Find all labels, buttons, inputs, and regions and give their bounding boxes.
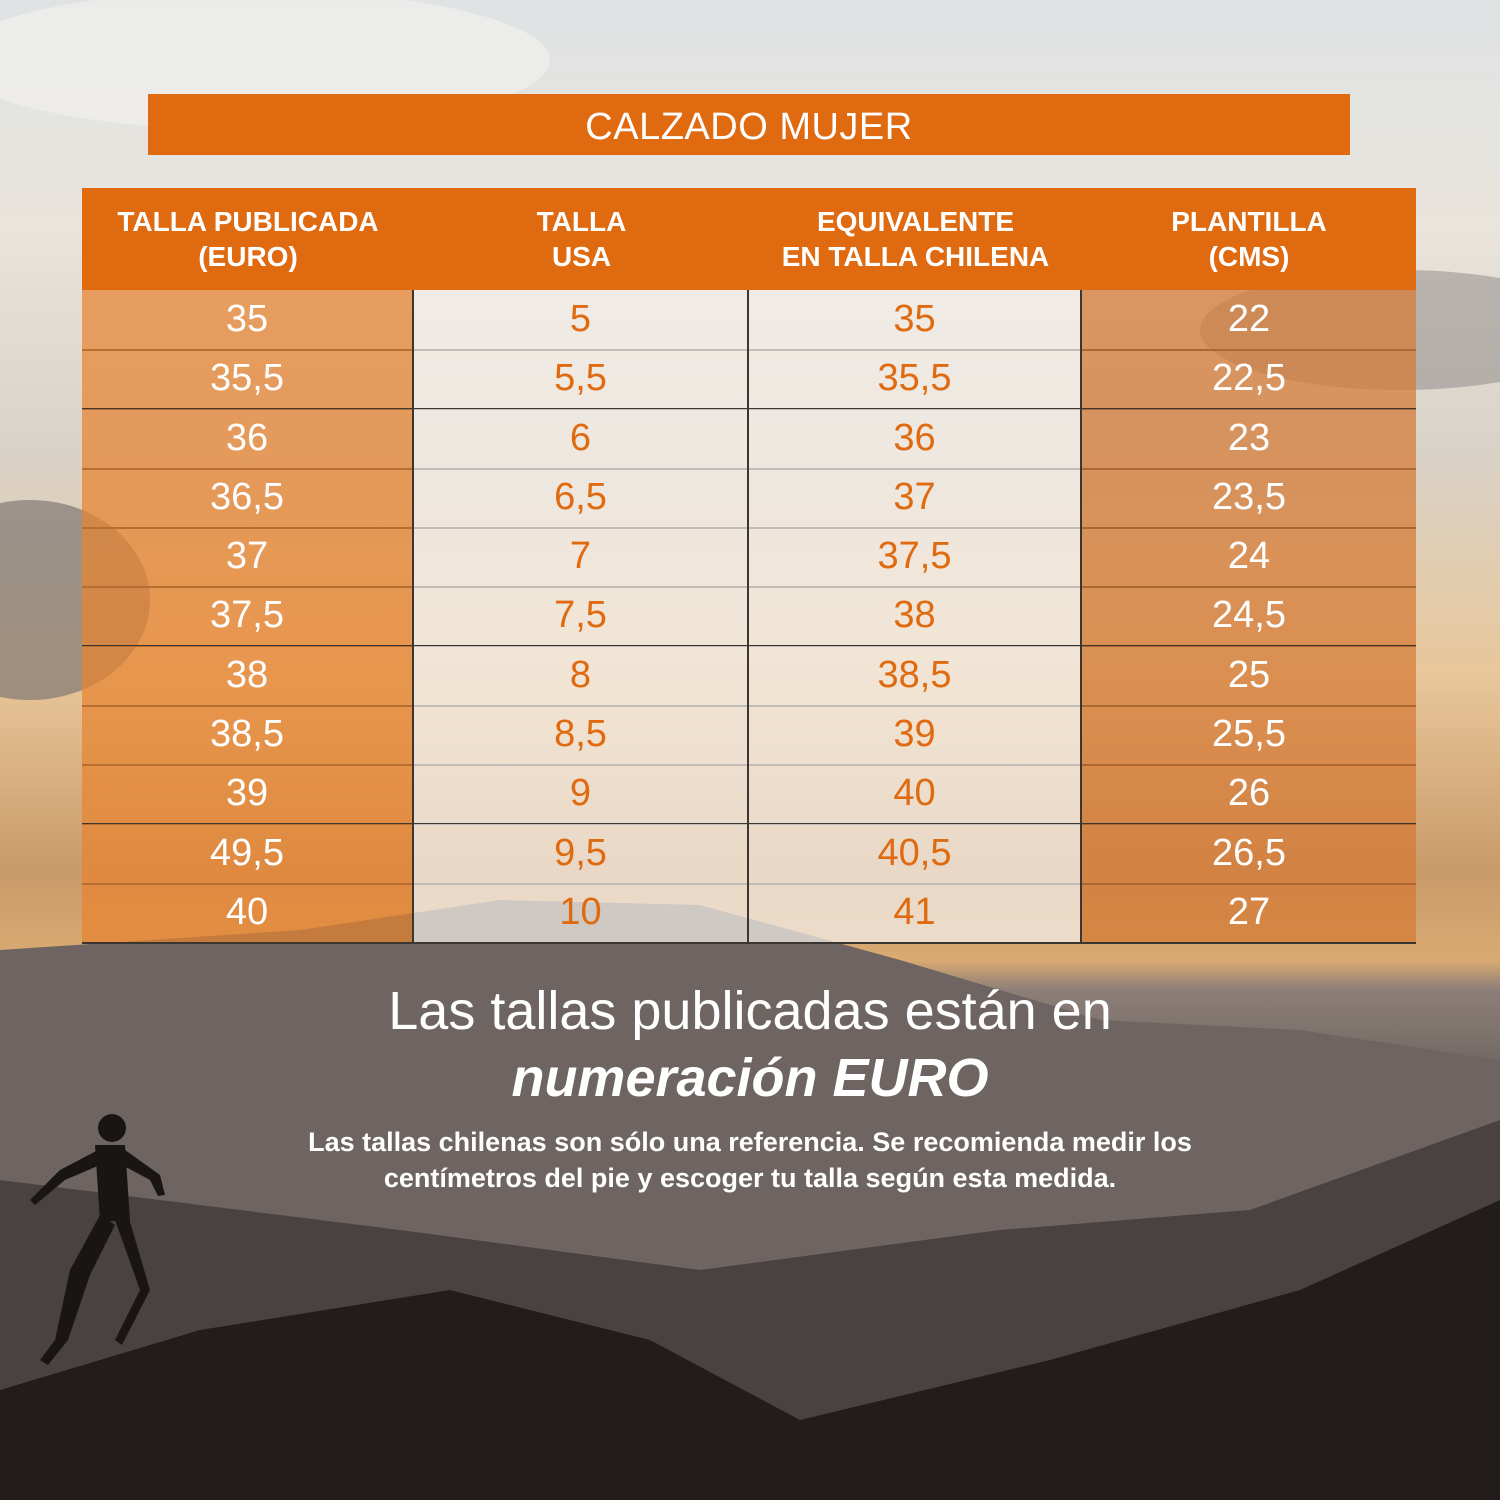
info-message: Las tallas publicadas están en numeració… bbox=[0, 980, 1500, 1196]
cell-chile: 39 bbox=[749, 705, 1082, 767]
table-row: 40 10 41 27 bbox=[82, 882, 1416, 944]
cell-usa: 6 bbox=[414, 408, 749, 470]
table-row: 35 5 35 22 bbox=[82, 290, 1416, 351]
cell-plantilla: 23 bbox=[1082, 408, 1416, 470]
cell-euro: 40 bbox=[82, 882, 414, 944]
cell-plantilla: 22 bbox=[1082, 290, 1416, 351]
message-line-2: numeración EURO bbox=[511, 1048, 989, 1108]
cell-chile: 41 bbox=[749, 882, 1082, 944]
cell-usa: 5 bbox=[414, 290, 749, 351]
cell-chile: 40,5 bbox=[749, 823, 1082, 885]
cell-euro: 38,5 bbox=[82, 705, 414, 767]
title-banner: CALZADO MUJER bbox=[148, 94, 1350, 155]
cell-chile: 35 bbox=[749, 290, 1082, 351]
table-row: 37,5 7,5 38 24,5 bbox=[82, 586, 1416, 648]
cell-plantilla: 22,5 bbox=[1082, 349, 1416, 411]
message-note: Las tallas chilenas son sólo una referen… bbox=[308, 1127, 1192, 1193]
cell-euro: 38 bbox=[82, 645, 414, 707]
cell-plantilla: 26 bbox=[1082, 764, 1416, 826]
table-row: 35,5 5,5 35,5 22,5 bbox=[82, 349, 1416, 411]
cell-usa: 9 bbox=[414, 764, 749, 826]
cell-chile: 38 bbox=[749, 586, 1082, 648]
cell-chile: 35,5 bbox=[749, 349, 1082, 411]
cell-plantilla: 24 bbox=[1082, 527, 1416, 589]
cell-usa: 7,5 bbox=[414, 586, 749, 648]
cell-plantilla: 27 bbox=[1082, 882, 1416, 944]
cell-usa: 8,5 bbox=[414, 705, 749, 767]
cell-plantilla: 25 bbox=[1082, 645, 1416, 707]
table-row: 38,5 8,5 39 25,5 bbox=[82, 705, 1416, 767]
cell-plantilla: 25,5 bbox=[1082, 705, 1416, 767]
header-chile: EQUIVALENTE EN TALLA CHILENA bbox=[749, 188, 1082, 290]
cell-chile: 37 bbox=[749, 467, 1082, 529]
table-row: 39 9 40 26 bbox=[82, 764, 1416, 826]
cell-usa: 10 bbox=[414, 882, 749, 944]
cell-chile: 37,5 bbox=[749, 527, 1082, 589]
cell-chile: 40 bbox=[749, 764, 1082, 826]
header-euro: TALLA PUBLICADA (EURO) bbox=[82, 188, 414, 290]
size-table: TALLA PUBLICADA (EURO) TALLA USA EQUIVALEN… bbox=[82, 188, 1416, 944]
cell-usa: 9,5 bbox=[414, 823, 749, 885]
runner-silhouette bbox=[30, 1114, 165, 1365]
header-line: EQUIVALENTE bbox=[816, 206, 1015, 237]
cell-usa: 8 bbox=[414, 645, 749, 707]
cell-plantilla: 23,5 bbox=[1082, 467, 1416, 529]
table-row: 36 6 36 23 bbox=[82, 408, 1416, 470]
cell-euro: 49,5 bbox=[82, 823, 414, 885]
header-plantilla: PLANTILLA (CMS) bbox=[1082, 188, 1416, 290]
cell-chile: 36 bbox=[749, 408, 1082, 470]
cell-euro: 35 bbox=[82, 290, 414, 351]
cell-plantilla: 24,5 bbox=[1082, 586, 1416, 648]
cell-euro: 37,5 bbox=[82, 586, 414, 648]
cell-usa: 5,5 bbox=[414, 349, 749, 411]
cell-euro: 36 bbox=[82, 408, 414, 470]
cell-euro: 37 bbox=[82, 527, 414, 589]
header-line: TALLA bbox=[536, 206, 627, 237]
table-row: 49,5 9,5 40,5 26,5 bbox=[82, 823, 1416, 885]
foreground-rock bbox=[0, 1200, 1500, 1500]
header-line: PLANTILLA bbox=[1171, 206, 1327, 237]
cell-euro: 36,5 bbox=[82, 467, 414, 529]
cell-plantilla: 26,5 bbox=[1082, 823, 1416, 885]
cell-usa: 6,5 bbox=[414, 467, 749, 529]
header-line: (EURO) bbox=[198, 241, 298, 272]
table-row: 37 7 37,5 24 bbox=[82, 527, 1416, 589]
table-row: 38 8 38,5 25 bbox=[82, 645, 1416, 707]
table-row: 36,5 6,5 37 23,5 bbox=[82, 467, 1416, 529]
cell-usa: 7 bbox=[414, 527, 749, 589]
header-usa: TALLA USA bbox=[414, 188, 749, 290]
cell-euro: 35,5 bbox=[82, 349, 414, 411]
cell-euro: 39 bbox=[82, 764, 414, 826]
message-line-1: Las tallas publicadas están en bbox=[388, 981, 1112, 1041]
header-line: TALLA PUBLICADA bbox=[117, 206, 379, 237]
table-header: TALLA PUBLICADA (EURO) TALLA USA EQUIVALEN… bbox=[82, 188, 1416, 290]
cell-chile: 38,5 bbox=[749, 645, 1082, 707]
header-line: USA bbox=[551, 241, 612, 272]
header-line: (CMS) bbox=[1208, 241, 1290, 272]
table-body: 35 5 35 22 35,5 5,5 35,5 22,5 36 6 36 23 36,5 6,5 37 23… bbox=[82, 290, 1416, 944]
header-line: EN TALLA CHILENA bbox=[781, 241, 1050, 272]
